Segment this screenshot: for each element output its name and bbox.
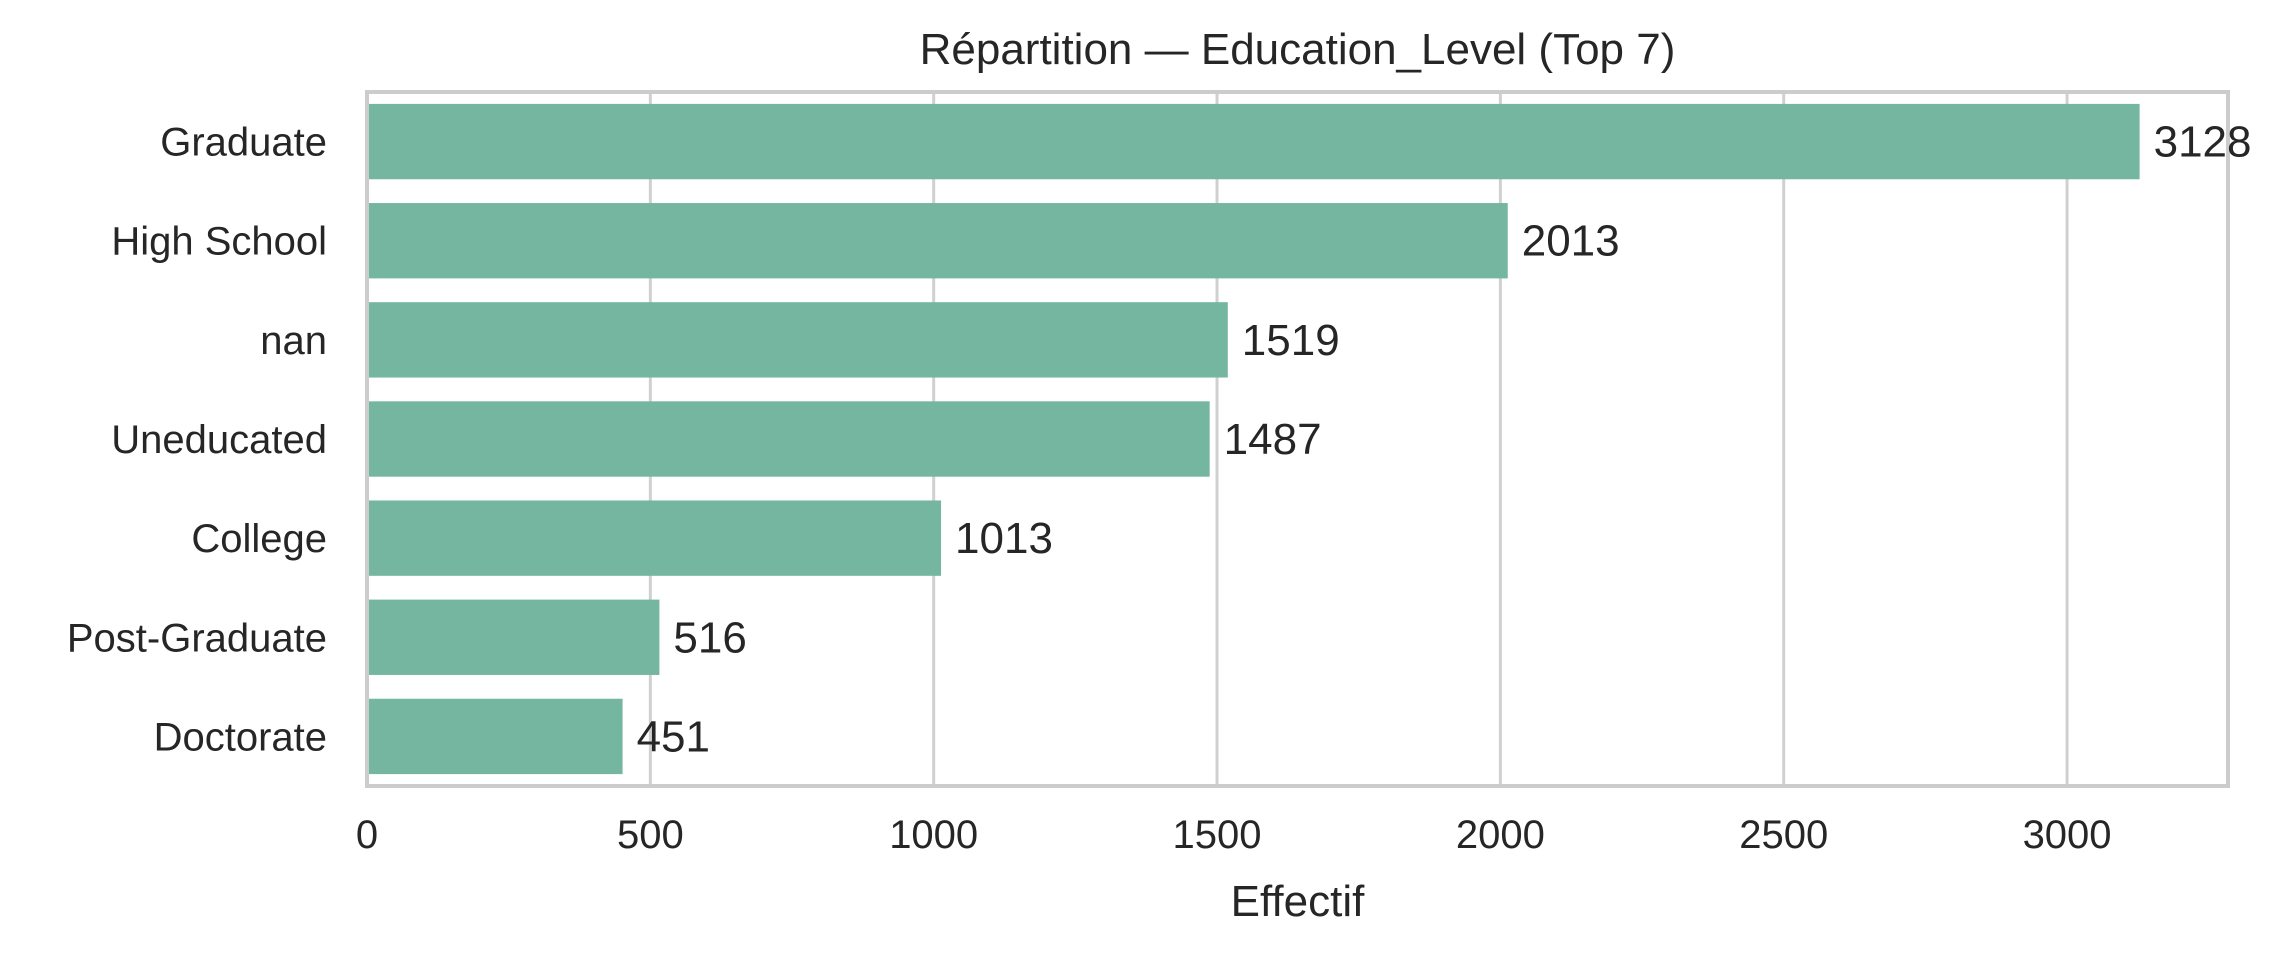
value-label: 516 (673, 613, 746, 662)
x-tick-label: 2000 (1456, 813, 1545, 857)
x-tick-labels: 0 500 1000 1500 2000 2500 3000 (356, 813, 2112, 857)
y-tick-label: High School (111, 220, 327, 264)
bar (367, 698, 623, 775)
x-tick-label: 500 (617, 813, 684, 857)
y-tick-label: Uneducated (111, 418, 327, 462)
value-label: 2013 (1522, 217, 1620, 266)
x-tick-label: 2500 (1739, 813, 1828, 857)
bars (367, 103, 2140, 775)
bar (367, 103, 2140, 180)
y-tick-label: Graduate (160, 121, 327, 165)
value-labels: 3128 2013 1519 1487 1013 516 451 (637, 118, 2252, 762)
bar (367, 302, 1228, 378)
bar (367, 599, 660, 675)
chart-title: Répartition — Education_Level (Top 7) (920, 25, 1676, 74)
value-label: 1487 (1224, 415, 1322, 464)
bar (367, 203, 1508, 279)
bar (367, 500, 942, 576)
x-tick-label: 0 (356, 813, 378, 857)
y-tick-labels: Graduate High School nan Uneducated College P… (67, 121, 327, 760)
x-tick-label: 3000 (2023, 813, 2112, 857)
y-tick-label: Post-Graduate (67, 616, 327, 660)
value-label: 1519 (1242, 316, 1340, 365)
x-axis-label: Effectif (1231, 877, 1365, 926)
y-tick-label: nan (260, 319, 327, 363)
x-tick-label: 1000 (889, 813, 978, 857)
value-label: 451 (637, 712, 710, 761)
bar (367, 401, 1210, 477)
y-tick-label: Doctorate (154, 715, 327, 759)
value-label: 3128 (2154, 118, 2252, 167)
y-tick-label: College (191, 517, 327, 561)
plot-frame (365, 90, 2230, 788)
x-tick-label: 1500 (1173, 813, 1262, 857)
value-label: 1013 (955, 514, 1053, 563)
